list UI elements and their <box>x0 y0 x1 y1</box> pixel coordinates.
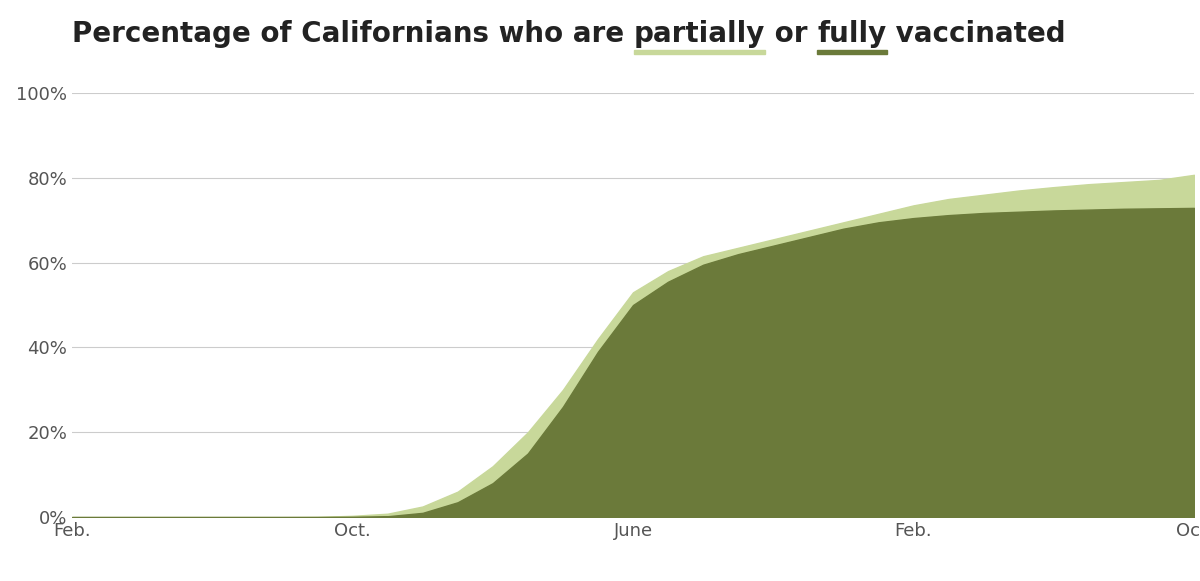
Text: fully: fully <box>817 20 887 48</box>
Text: Percentage of Californians who are: Percentage of Californians who are <box>72 20 634 48</box>
Text: partially: partially <box>634 20 766 48</box>
Text: vaccinated: vaccinated <box>887 20 1066 48</box>
Text: or: or <box>766 20 817 48</box>
